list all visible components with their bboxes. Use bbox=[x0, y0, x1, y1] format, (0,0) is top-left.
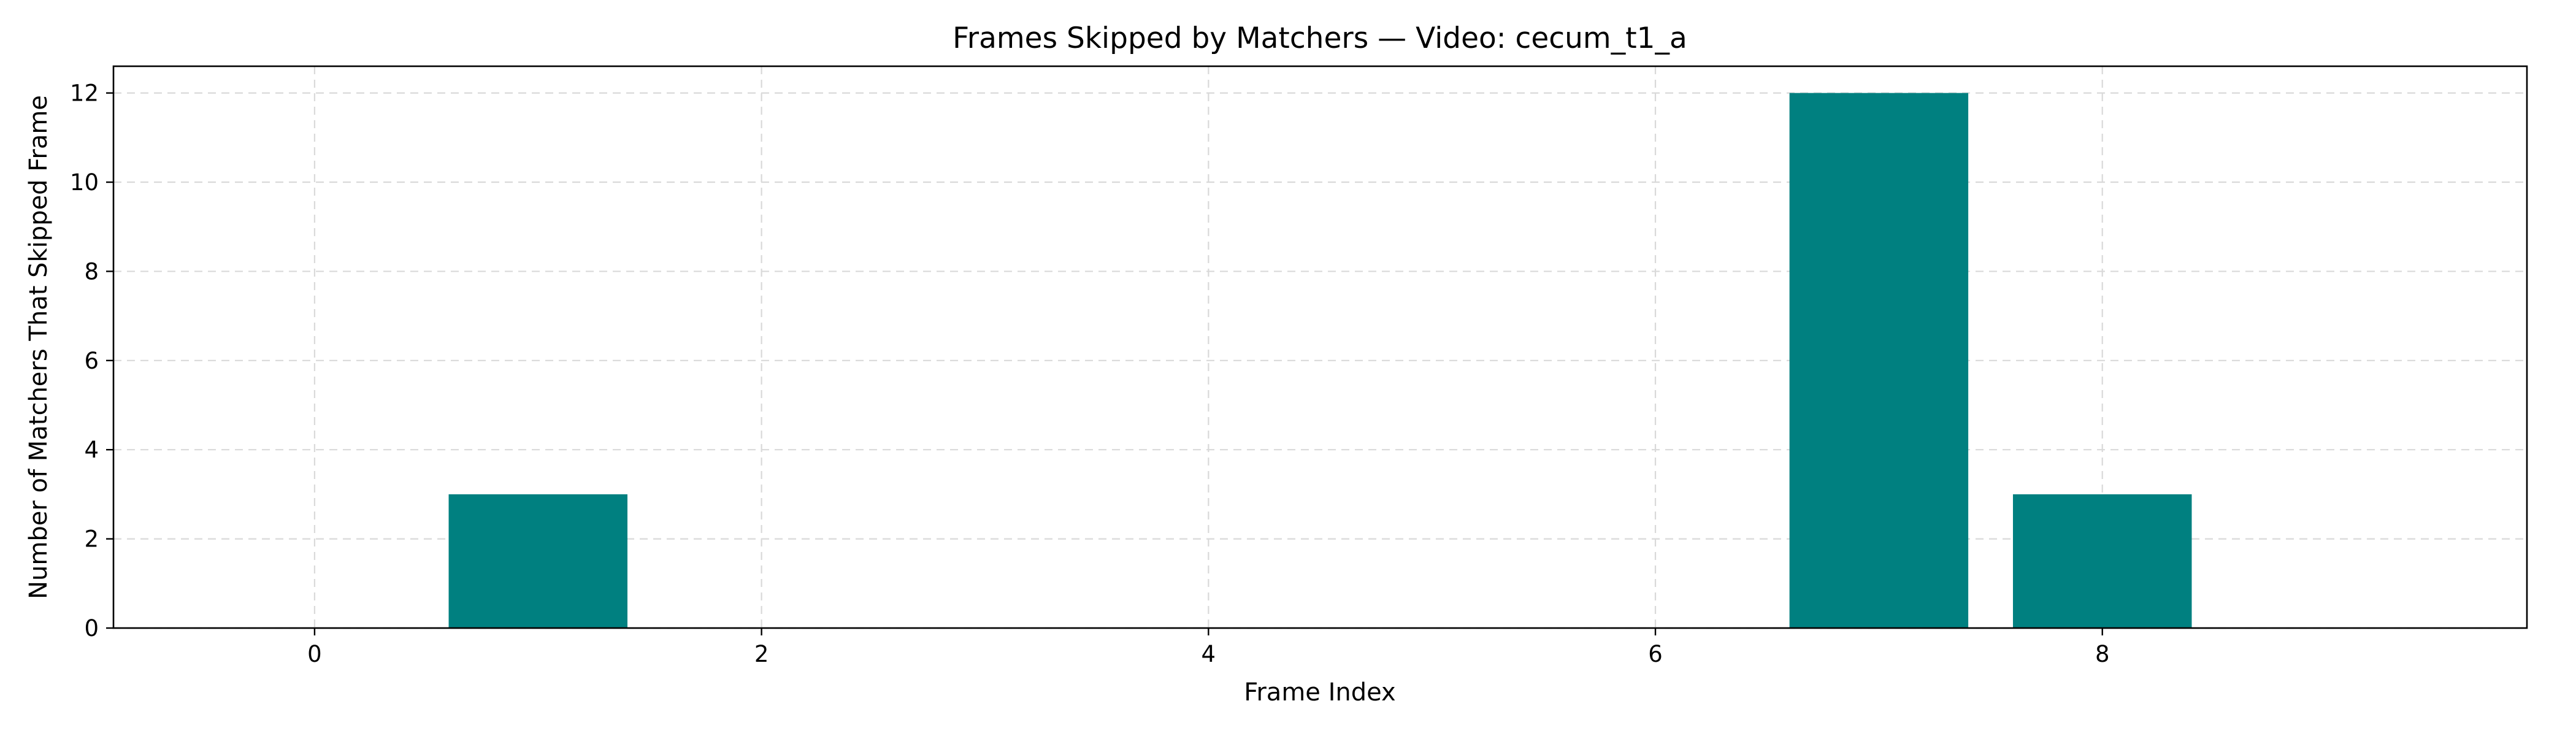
bar bbox=[1789, 93, 1969, 629]
x-axis-ticks: 0 2 4 6 8 bbox=[307, 628, 2110, 667]
y-tick-label: 8 bbox=[84, 258, 99, 285]
y-axis-ticks: 0 2 4 6 8 10 12 bbox=[70, 80, 113, 642]
bar bbox=[2012, 494, 2192, 628]
bars bbox=[448, 93, 2192, 629]
plot-area-frame bbox=[112, 65, 2528, 629]
y-tick-label: 10 bbox=[70, 169, 99, 196]
y-tick-label: 0 bbox=[84, 615, 99, 642]
chart-title: Frames Skipped by Matchers — Video: cecu… bbox=[953, 21, 1687, 55]
y-tick-label: 6 bbox=[84, 348, 99, 374]
x-tick-label: 2 bbox=[754, 641, 769, 667]
x-axis-label: Frame Index bbox=[1244, 678, 1395, 707]
x-tick-label: 4 bbox=[1202, 641, 1216, 667]
bar bbox=[448, 494, 628, 628]
x-tick-label: 6 bbox=[1648, 641, 1663, 667]
y-tick-label: 12 bbox=[70, 80, 99, 107]
y-tick-label: 4 bbox=[84, 437, 99, 463]
x-tick-label: 0 bbox=[307, 641, 322, 667]
y-axis-label: Number of Matchers That Skipped Frame bbox=[25, 95, 53, 599]
y-tick-label: 2 bbox=[84, 526, 99, 553]
x-tick-label: 8 bbox=[2095, 641, 2110, 667]
